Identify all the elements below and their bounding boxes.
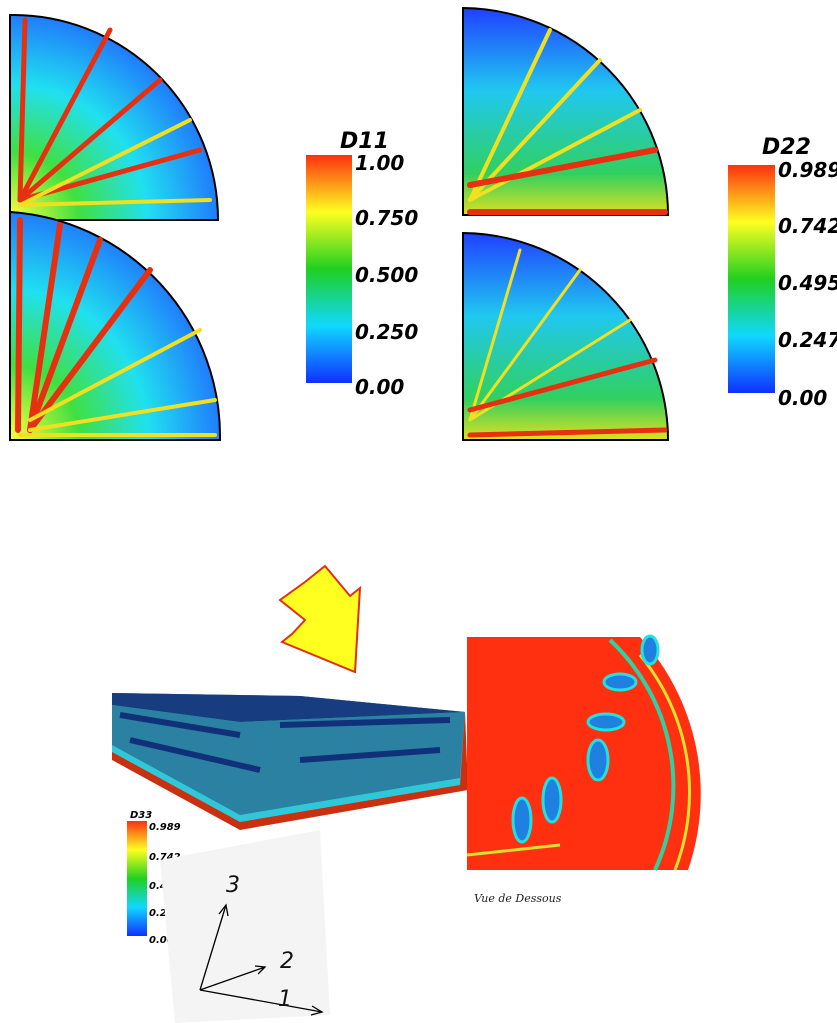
colorbar-d33: D33 0.989 0.742 0.495 0.247 0.00	[127, 810, 181, 946]
shape	[468, 248, 522, 422]
shape	[119, 712, 451, 773]
shape	[199, 966, 266, 991]
shape	[279, 717, 451, 728]
shape	[602, 672, 638, 692]
shape	[462, 6, 670, 216]
shape	[468, 28, 642, 202]
shape	[541, 776, 563, 824]
shape	[467, 427, 668, 438]
shape	[119, 712, 241, 738]
panel-d11-top	[9, 13, 220, 221]
caption: Vue de Dessous	[474, 892, 562, 905]
shape	[511, 634, 660, 844]
shape	[467, 147, 668, 215]
shape	[586, 738, 610, 782]
colorbar-label: 0.742	[778, 214, 837, 238]
panel-d22-bottom	[462, 231, 670, 441]
shape	[27, 237, 103, 433]
colorbar-title: D33	[130, 810, 152, 821]
field-panels	[9, 6, 670, 441]
colorbar-labels: 0.989 0.742 0.495 0.247 0.00	[778, 158, 837, 410]
shape	[112, 705, 465, 815]
colorbar-label: 0.00	[149, 935, 174, 946]
shape	[462, 231, 670, 441]
shape	[511, 796, 533, 844]
shape	[18, 118, 212, 207]
colorbar-label: 0.500	[355, 263, 418, 287]
colorbar-ramp	[306, 155, 352, 383]
axis-label: 1	[278, 987, 292, 1012]
shape	[28, 328, 202, 422]
colorbar-ramp	[127, 821, 147, 936]
colorbar-d22: D22 0.989 0.742 0.495 0.247 0.00	[728, 135, 837, 410]
shape	[17, 77, 163, 203]
colorbar-label: 0.989	[149, 822, 181, 833]
shape	[27, 267, 153, 433]
shape	[160, 830, 330, 1023]
colorbar-label: 0.00	[355, 375, 404, 399]
shape	[466, 843, 561, 857]
shape	[640, 634, 660, 666]
shape	[199, 989, 323, 1013]
shape	[468, 108, 642, 202]
shape	[199, 903, 324, 1016]
axis-triad: 3 2 1	[160, 830, 330, 1023]
colorbar-label: 1.00	[355, 151, 404, 175]
shape	[199, 904, 227, 991]
colorbar-label: 0.750	[355, 206, 418, 230]
colorbar-label: 0.742	[149, 852, 181, 863]
shape: 3 2 1	[226, 873, 294, 1012]
shape	[467, 357, 658, 413]
colorbar-labels: 1.00 0.750 0.500 0.250 0.00	[355, 151, 418, 399]
shape	[17, 27, 113, 203]
axis-label: 3	[226, 873, 240, 898]
shape	[17, 17, 28, 203]
shape	[18, 118, 192, 207]
shape	[27, 222, 63, 433]
bottom-view: Vue de Dessous	[466, 634, 701, 905]
colorbar-label: 0.989	[778, 158, 837, 182]
colorbar-d11: D11 1.00 0.750 0.500 0.250 0.00	[306, 129, 418, 399]
shape	[467, 147, 658, 188]
shape	[15, 217, 153, 433]
shape	[468, 268, 582, 422]
shape	[467, 357, 668, 438]
shape	[638, 654, 691, 871]
shape	[299, 747, 441, 763]
arrow	[278, 564, 362, 674]
colorbar-label: 0.247	[778, 328, 837, 352]
axis-label: 2	[280, 949, 294, 974]
colorbar-title: D22	[762, 135, 811, 160]
colorbar-ramp	[728, 165, 775, 393]
shape	[18, 328, 217, 437]
colorbar-label: 0.247	[149, 908, 181, 919]
shape	[129, 737, 261, 773]
colorbar-title: D11	[340, 129, 389, 154]
shape	[586, 712, 626, 732]
shape	[18, 198, 212, 207]
shape	[15, 217, 23, 433]
shape	[112, 693, 465, 722]
panel-d22-top	[462, 6, 670, 216]
shape	[218, 903, 229, 917]
shape	[468, 28, 552, 202]
colorbar-label: 0.495	[778, 271, 837, 295]
shape	[468, 58, 602, 202]
slab-3d	[112, 693, 468, 830]
shape	[310, 1005, 324, 1016]
colorbar-label: 0.00	[778, 386, 827, 410]
panel-d11-bottom	[9, 210, 222, 441]
shape	[608, 638, 676, 871]
colorbar-label: 0.250	[355, 320, 418, 344]
shape	[254, 965, 267, 975]
shape	[28, 398, 217, 432]
